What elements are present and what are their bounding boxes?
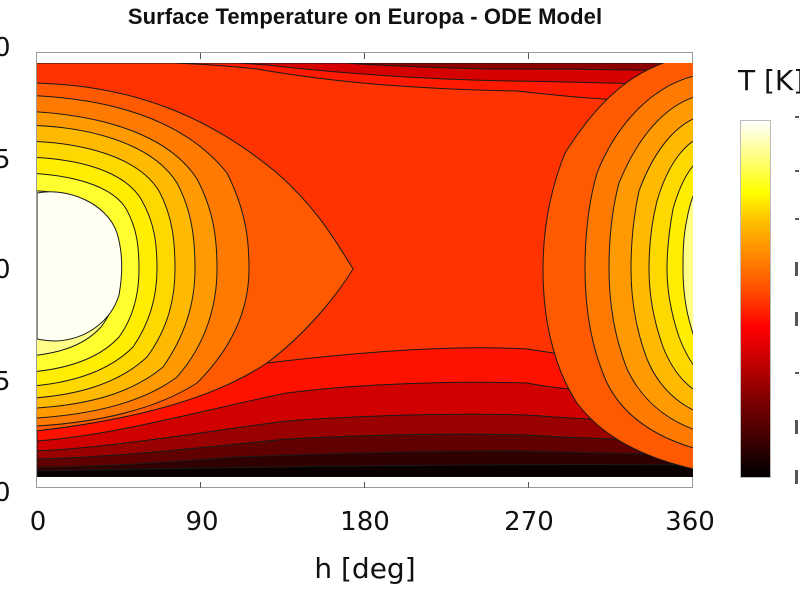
x-axis-label: h [deg]: [314, 552, 416, 585]
colorbar-tick-fragment: [795, 420, 798, 434]
colorbar-tick-fragment: [795, 470, 798, 484]
colorbar-tick-fragment: [795, 116, 799, 118]
x-tick-mark: [364, 53, 365, 59]
x-tick-mark: [200, 482, 201, 488]
chart-title: Surface Temperature on Europa - ODE Mode…: [127, 4, 603, 29]
x-tick-mark: [364, 482, 365, 488]
y-tick-label: 0: [0, 478, 11, 508]
colorbar-tick-fragment: [795, 218, 799, 220]
x-tick-label: 180: [340, 507, 390, 537]
x-tick-label: 270: [504, 507, 554, 537]
colorbar-tick-fragment: [795, 170, 799, 172]
colorbar-tick-fragment: [795, 372, 799, 374]
y-tick-label: 5: [0, 145, 11, 175]
colorbar: [740, 120, 771, 478]
x-tick-label: 90: [185, 507, 219, 537]
x-tick-mark: [528, 482, 529, 488]
x-tick-label: 360: [665, 507, 715, 537]
contour-plot-area: [37, 63, 693, 477]
colorbar-tick-fragment: [795, 312, 798, 326]
x-tick-mark: [200, 53, 201, 59]
x-tick-mark: [528, 53, 529, 59]
x-tick-label: 0: [29, 507, 47, 537]
colorbar-title: T [K]: [738, 64, 800, 97]
y-tick-label: 5: [0, 367, 11, 397]
colorbar-tick-fragment: [795, 262, 798, 276]
y-tick-label: 0: [0, 255, 11, 285]
y-tick-label: 0: [0, 33, 11, 63]
